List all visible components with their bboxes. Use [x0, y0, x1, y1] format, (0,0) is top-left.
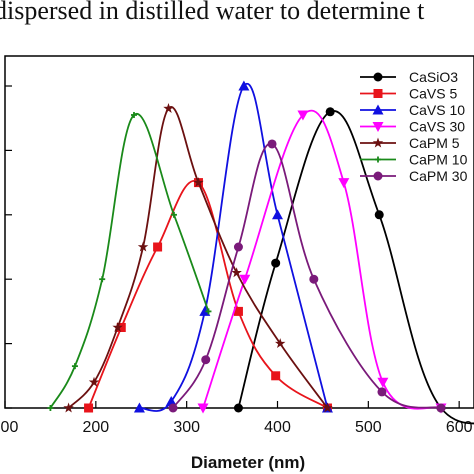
- data-point-capm-10: [99, 276, 106, 283]
- data-point-capm-10: [71, 363, 78, 370]
- data-point-capm-10: [205, 308, 212, 315]
- data-point-capm-5: [231, 267, 242, 278]
- legend-item-cavs-30: CaVS 30: [360, 119, 465, 135]
- data-point-capm-30: [309, 274, 319, 284]
- data-point-cavs-30: [197, 403, 209, 414]
- data-point-cavs-5: [233, 306, 243, 316]
- data-point-casio3: [271, 258, 281, 268]
- data-point-capm-5: [274, 338, 286, 349]
- x-tick-label: 400: [264, 419, 291, 436]
- data-point-cavs-5: [84, 403, 94, 413]
- series-cavs-10: [133, 80, 333, 413]
- legend-label: CaPM 5: [409, 135, 460, 151]
- data-point-capm-30: [233, 242, 243, 252]
- data-point-cavs-10: [133, 402, 145, 413]
- data-point-capm-10: [170, 211, 177, 218]
- x-axis-ticks: 100200300400500600: [0, 401, 473, 436]
- legend-label: CaPM 30: [409, 168, 468, 184]
- data-point-cavs-5: [116, 323, 126, 332]
- data-point-cavs-10: [165, 396, 177, 407]
- legend-label: CaSiO3: [409, 69, 458, 85]
- legend-label: CaPM 10: [409, 152, 468, 168]
- series-capm-30: [168, 139, 446, 413]
- legend-marker: [373, 171, 383, 181]
- plot-frame: [4, 55, 474, 409]
- data-point-capm-5: [137, 241, 149, 252]
- data-point-cavs-5: [153, 242, 163, 252]
- series-line-cavs-30: [202, 109, 442, 410]
- data-point-casio3: [233, 403, 243, 413]
- data-point-cavs-30: [338, 178, 350, 189]
- legend-item-capm-30: CaPM 30: [360, 168, 468, 184]
- data-point-cavs-30: [377, 377, 389, 388]
- data-point-capm-5: [322, 402, 333, 413]
- x-tick-label: 100: [0, 419, 18, 436]
- legend-item-cavs-10: CaVS 10: [360, 102, 465, 118]
- data-point-capm-30: [267, 139, 277, 149]
- legend-item-capm-5: CaPM 5: [360, 135, 460, 151]
- legend-marker: [372, 104, 384, 115]
- data-point-cavs-30: [239, 274, 251, 285]
- series-line-cavs-10: [139, 82, 329, 412]
- data-point-cavs-30: [297, 110, 309, 121]
- series-layer: [47, 80, 474, 425]
- legend-item-capm-10: CaPM 10: [360, 152, 468, 168]
- legend-item-casio3: CaSiO3: [360, 69, 458, 85]
- legend-label: CaVS 30: [409, 119, 465, 135]
- legend-label: CaVS 5: [409, 86, 457, 102]
- legend-marker: [373, 72, 383, 82]
- data-point-capm-5: [88, 376, 100, 387]
- data-point-cavs-10: [272, 209, 283, 220]
- y-axis-ticks: [5, 85, 12, 409]
- figure-caption-text: dispersed in distilled water to determin…: [0, 0, 425, 25]
- data-point-capm-30: [201, 355, 211, 365]
- legend-item-cavs-5: CaVS 5: [360, 86, 457, 102]
- legend-marker: [375, 156, 381, 163]
- series-cavs-30: [197, 109, 447, 414]
- x-tick-label: 200: [82, 419, 109, 436]
- data-point-capm-5: [163, 103, 174, 113]
- data-point-capm-10: [47, 405, 54, 411]
- legend-marker: [372, 137, 384, 148]
- data-point-casio3: [325, 107, 335, 117]
- legend-marker: [373, 89, 383, 98]
- legend-marker: [372, 122, 384, 132]
- data-point-capm-5: [63, 402, 74, 413]
- data-point-cavs-5: [271, 371, 281, 381]
- data-point-capm-10: [130, 111, 137, 118]
- data-point-capm-5: [193, 177, 204, 188]
- data-point-capm-30: [377, 387, 387, 397]
- x-axis-title: Diameter (nm): [191, 453, 305, 472]
- data-point-capm-30: [168, 403, 178, 413]
- series-capm-5: [63, 103, 333, 413]
- x-tick-label: 500: [355, 419, 382, 436]
- series-line-capm-30: [172, 143, 442, 409]
- data-point-capm-5: [112, 322, 123, 332]
- legend-label: CaVS 10: [409, 102, 465, 118]
- series-capm-10: [47, 111, 212, 411]
- x-tick-label: 300: [173, 419, 200, 436]
- data-point-casio3: [374, 210, 384, 220]
- data-point-cavs-10: [238, 80, 250, 91]
- data-point-capm-30: [436, 403, 446, 413]
